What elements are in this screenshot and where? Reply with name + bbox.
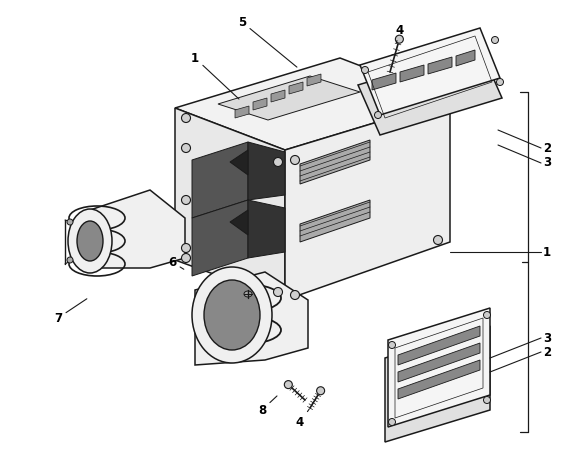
- Polygon shape: [285, 100, 450, 300]
- Polygon shape: [456, 50, 475, 66]
- Polygon shape: [271, 90, 285, 102]
- Text: 4: 4: [396, 23, 404, 43]
- Text: 6: 6: [168, 256, 184, 269]
- Ellipse shape: [317, 387, 325, 395]
- Polygon shape: [400, 65, 424, 82]
- Polygon shape: [398, 326, 480, 365]
- Ellipse shape: [192, 267, 272, 363]
- Ellipse shape: [484, 312, 491, 319]
- Polygon shape: [175, 58, 450, 150]
- Polygon shape: [90, 190, 185, 268]
- Ellipse shape: [361, 66, 368, 74]
- Text: 4: 4: [296, 409, 309, 428]
- Polygon shape: [230, 150, 248, 175]
- Polygon shape: [300, 200, 370, 242]
- Text: 2: 2: [543, 345, 551, 359]
- Ellipse shape: [182, 114, 190, 123]
- Ellipse shape: [274, 158, 282, 167]
- Ellipse shape: [68, 209, 112, 273]
- Ellipse shape: [396, 35, 403, 43]
- Text: 8: 8: [258, 396, 277, 417]
- Polygon shape: [192, 142, 248, 218]
- Polygon shape: [248, 142, 285, 200]
- Polygon shape: [398, 360, 480, 399]
- Text: 3: 3: [543, 156, 551, 170]
- Polygon shape: [372, 73, 396, 90]
- Ellipse shape: [244, 291, 252, 297]
- Ellipse shape: [291, 291, 299, 300]
- Ellipse shape: [433, 236, 443, 245]
- Polygon shape: [218, 76, 360, 120]
- Text: 1: 1: [191, 51, 239, 99]
- Polygon shape: [253, 98, 267, 110]
- Polygon shape: [385, 326, 490, 442]
- Polygon shape: [230, 210, 248, 235]
- Text: 1: 1: [543, 246, 551, 258]
- Ellipse shape: [182, 143, 190, 152]
- Polygon shape: [175, 108, 285, 300]
- Ellipse shape: [67, 219, 73, 225]
- Ellipse shape: [182, 254, 190, 263]
- Polygon shape: [235, 106, 249, 118]
- Ellipse shape: [77, 221, 103, 261]
- Ellipse shape: [389, 342, 396, 349]
- Ellipse shape: [274, 287, 282, 296]
- Polygon shape: [307, 74, 321, 86]
- Polygon shape: [300, 140, 370, 184]
- Ellipse shape: [433, 105, 443, 114]
- Text: 5: 5: [238, 16, 297, 67]
- Ellipse shape: [204, 280, 260, 350]
- Polygon shape: [358, 48, 502, 135]
- Polygon shape: [388, 308, 490, 427]
- Ellipse shape: [496, 78, 503, 86]
- Text: 7: 7: [54, 299, 87, 324]
- Polygon shape: [195, 272, 308, 365]
- Polygon shape: [289, 82, 303, 94]
- Polygon shape: [398, 343, 480, 382]
- Text: 3: 3: [543, 332, 551, 344]
- Ellipse shape: [182, 244, 190, 253]
- Ellipse shape: [491, 37, 498, 44]
- Polygon shape: [360, 28, 500, 115]
- Ellipse shape: [375, 112, 382, 118]
- Text: 2: 2: [543, 142, 551, 154]
- Ellipse shape: [284, 380, 292, 389]
- Polygon shape: [192, 200, 248, 276]
- Ellipse shape: [182, 196, 190, 205]
- Ellipse shape: [291, 155, 299, 164]
- Ellipse shape: [484, 397, 491, 403]
- Polygon shape: [428, 57, 452, 74]
- Ellipse shape: [389, 418, 396, 426]
- Ellipse shape: [67, 257, 73, 263]
- Polygon shape: [248, 200, 285, 258]
